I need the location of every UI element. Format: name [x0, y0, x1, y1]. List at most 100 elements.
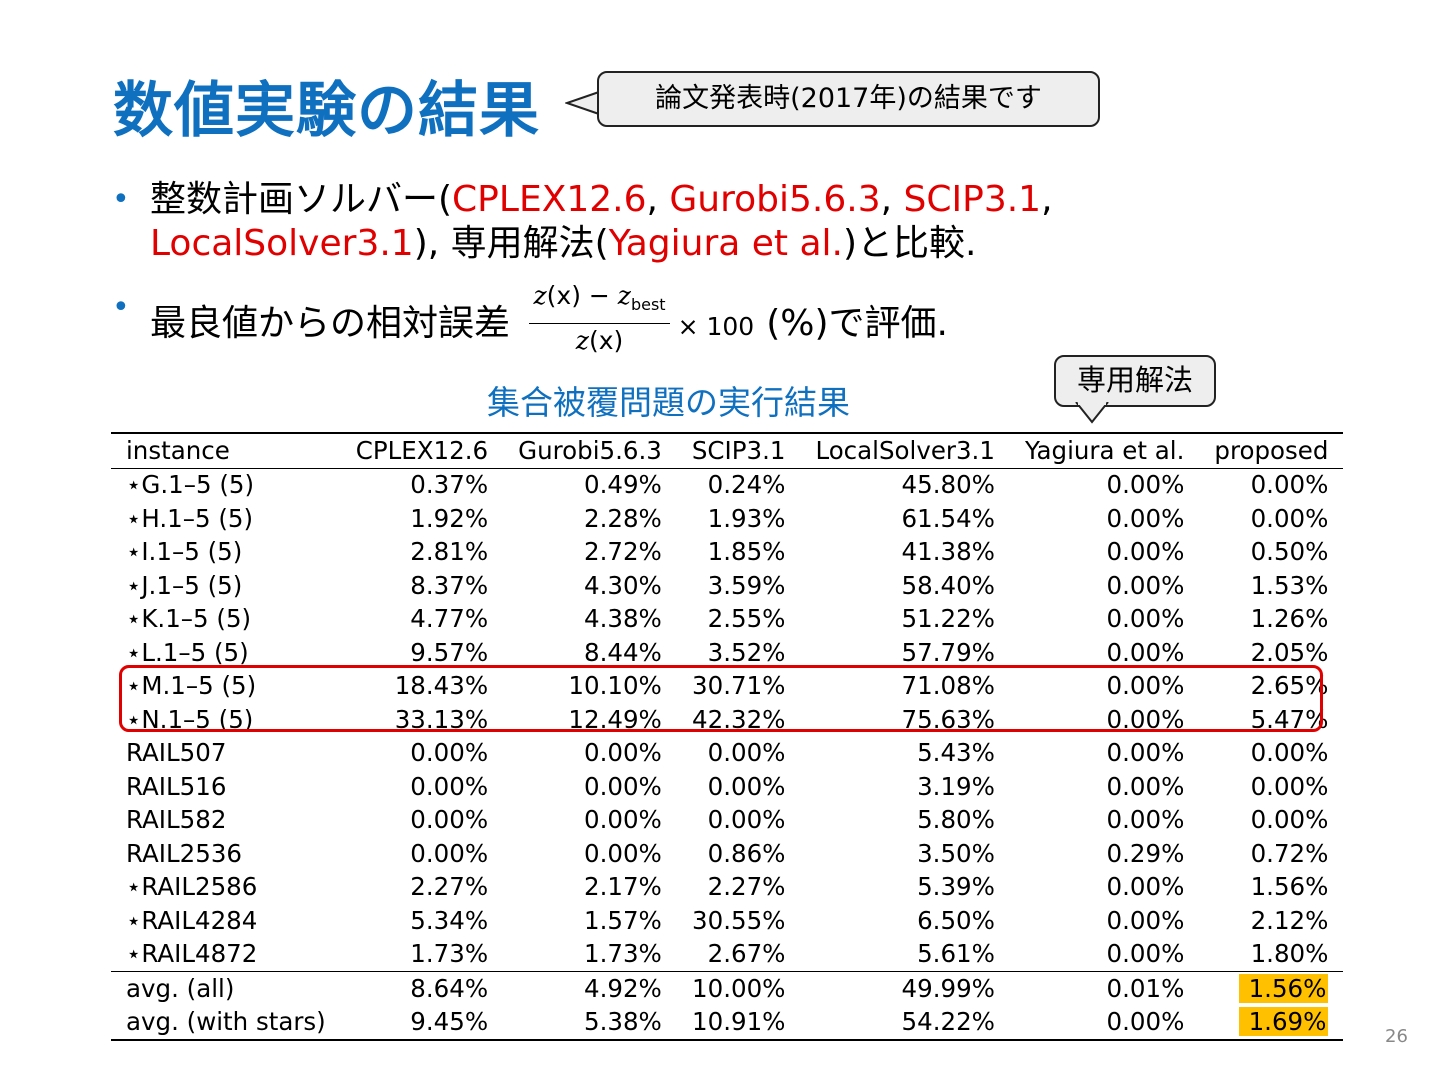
- instance-cell: ⋆J.1–5 (5): [126, 570, 243, 600]
- value-cell: 0.00%: [1106, 537, 1185, 567]
- separator: ,: [1041, 179, 1053, 220]
- value-cell: 41.38%: [901, 537, 995, 567]
- bullet-dot-icon: •: [112, 182, 130, 217]
- instance-cell: ⋆I.1–5 (5): [126, 537, 243, 567]
- column-header: proposed: [1199, 432, 1344, 469]
- slide-title: 数値実験の結果: [113, 76, 540, 146]
- table-row: RAIL507 0.00% 0.00% 0.00% 5.43% 0.00% 0.00%: [111, 737, 1343, 771]
- column-header: SCIP3.1: [676, 432, 801, 469]
- value-cell: 0.00%: [1250, 771, 1329, 801]
- instance-cell: RAIL507: [126, 738, 227, 768]
- value-cell: 0.00%: [707, 771, 786, 801]
- formula-numerator: z(x) − zbest: [529, 280, 670, 324]
- value-cell: 1.53%: [1250, 570, 1329, 600]
- average-value-cell: 54.22%: [800, 1005, 1010, 1041]
- value-cell: 0.00%: [1250, 470, 1329, 500]
- table-row: ⋆RAIL4284 5.34% 1.57% 30.55% 6.50% 0.00% 2.12%: [111, 904, 1343, 938]
- average-value-cell: 0.00%: [1009, 1005, 1200, 1041]
- value-cell: 5.39%: [917, 872, 995, 902]
- results-table: instance CPLEX12.6 Gurobi5.6.3 SCIP3.1 Local…: [111, 432, 1344, 1041]
- value-cell: 51.22%: [901, 604, 995, 634]
- value-cell: 2.65%: [1250, 671, 1329, 701]
- value-cell: 0.00%: [1106, 872, 1185, 902]
- instance-cell: ⋆N.1–5 (5): [126, 704, 254, 734]
- average-value-cell: 8.64%: [340, 971, 504, 1006]
- value-cell: 1.93%: [707, 503, 786, 533]
- value-cell: 0.00%: [410, 771, 489, 801]
- value-cell: 3.50%: [917, 838, 995, 868]
- table-body: ⋆G.1–5 (5) 0.37% 0.49% 0.24% 45.80% 0.00% 0.00…: [111, 468, 1344, 1041]
- value-cell: 71.08%: [901, 671, 995, 701]
- table-row: ⋆M.1–5 (5) 18.43% 10.10% 30.71% 71.08% 0.00% 2…: [111, 670, 1343, 704]
- value-cell: 0.00%: [1250, 503, 1329, 533]
- table-row: ⋆G.1–5 (5) 0.37% 0.49% 0.24% 45.80% 0.00% 0.00…: [111, 468, 1343, 502]
- separator: ,: [880, 179, 904, 220]
- value-cell: 1.80%: [1250, 939, 1329, 969]
- instance-cell: RAIL582: [126, 805, 227, 835]
- instance-cell: RAIL2536: [126, 838, 243, 868]
- solver-cplex: CPLEX12.6: [452, 179, 647, 220]
- table-row: ⋆RAIL4872 1.73% 1.73% 2.67% 5.61% 0.00% 1.80%: [111, 938, 1343, 972]
- value-cell: 0.00%: [410, 838, 489, 868]
- column-header: Yagiura et al.: [1009, 432, 1200, 469]
- value-cell: 2.55%: [707, 604, 786, 634]
- average-value-cell: 10.91%: [676, 1005, 801, 1041]
- average-label-cell: avg. (all): [111, 971, 341, 1006]
- formula-multiplier: × 100: [677, 312, 755, 341]
- value-cell: 0.00%: [1250, 805, 1329, 835]
- value-cell: 0.00%: [707, 805, 786, 835]
- value-cell: 61.54%: [901, 503, 995, 533]
- bullet-text: 整数計画ソルバー(: [150, 179, 453, 220]
- value-cell: 18.43%: [394, 671, 489, 701]
- table-caption: 集合被覆問題の実行結果: [487, 383, 850, 422]
- instance-cell: RAIL516: [126, 771, 227, 801]
- value-cell: 0.24%: [707, 470, 786, 500]
- value-cell: 58.40%: [901, 570, 995, 600]
- value-cell: 0.00%: [1106, 503, 1185, 533]
- column-header: LocalSolver3.1: [800, 432, 1010, 469]
- value-cell: 4.77%: [410, 604, 489, 634]
- average-value-cell: 0.01%: [1009, 971, 1200, 1006]
- value-cell: 1.73%: [584, 939, 662, 969]
- column-header: CPLEX12.6: [340, 432, 504, 469]
- highlight-box-m-n: [119, 665, 1323, 732]
- table-row: RAIL516 0.00% 0.00% 0.00% 3.19% 0.00% 0.00%: [111, 770, 1343, 804]
- value-cell: 0.00%: [1106, 939, 1185, 969]
- value-cell: 3.59%: [707, 570, 786, 600]
- value-cell: 4.30%: [584, 570, 662, 600]
- value-cell: 2.27%: [410, 872, 489, 902]
- value-cell: 0.50%: [1250, 537, 1329, 567]
- bullet-text: 最良値からの相対誤差: [150, 303, 511, 344]
- value-cell: 33.13%: [394, 704, 489, 734]
- highlighted-average: 1.56%: [1238, 973, 1329, 1003]
- column-header: instance: [111, 432, 341, 469]
- callout-dedicated-algorithm: 専用解法: [1054, 355, 1216, 407]
- average-value-cell: 9.45%: [340, 1005, 504, 1041]
- value-cell: 0.00%: [584, 771, 662, 801]
- average-value-cell: 1.56%: [1199, 971, 1344, 1006]
- value-cell: 0.72%: [1250, 838, 1329, 868]
- value-cell: 0.00%: [1106, 905, 1185, 935]
- value-cell: 30.71%: [692, 671, 786, 701]
- average-label-cell: avg. (with stars): [111, 1005, 341, 1041]
- value-cell: 12.49%: [568, 704, 662, 734]
- table-row: ⋆H.1–5 (5) 1.92% 2.28% 1.93% 61.54% 0.00% 0.00…: [111, 502, 1343, 536]
- instance-cell: ⋆M.1–5 (5): [126, 671, 257, 701]
- value-cell: 0.00%: [1106, 570, 1185, 600]
- value-cell: 2.05%: [1250, 637, 1329, 667]
- bullet-text: (%)で評価.: [766, 303, 948, 344]
- page-number: 26: [1385, 1026, 1408, 1047]
- value-cell: 57.79%: [901, 637, 995, 667]
- value-cell: 1.57%: [584, 905, 662, 935]
- value-cell: 8.44%: [584, 637, 662, 667]
- value-cell: 5.34%: [410, 905, 489, 935]
- table-row: ⋆L.1–5 (5) 9.57% 8.44% 3.52% 57.79% 0.00% 2.05…: [111, 636, 1343, 670]
- average-row: avg. (with stars) 9.45% 5.38% 10.91% 54.22% 0…: [111, 1005, 1344, 1041]
- value-cell: 0.29%: [1106, 838, 1185, 868]
- average-row: avg. (all) 8.64% 4.92% 10.00% 49.99% 0.01% 1.5…: [111, 971, 1344, 1006]
- callout-pointer: [565, 91, 600, 115]
- table-row: ⋆I.1–5 (5) 2.81% 2.72% 1.85% 41.38% 0.00% 0.50…: [111, 536, 1343, 570]
- value-cell: 3.19%: [917, 771, 995, 801]
- average-value-cell: 10.00%: [676, 971, 801, 1006]
- value-cell: 5.80%: [917, 805, 995, 835]
